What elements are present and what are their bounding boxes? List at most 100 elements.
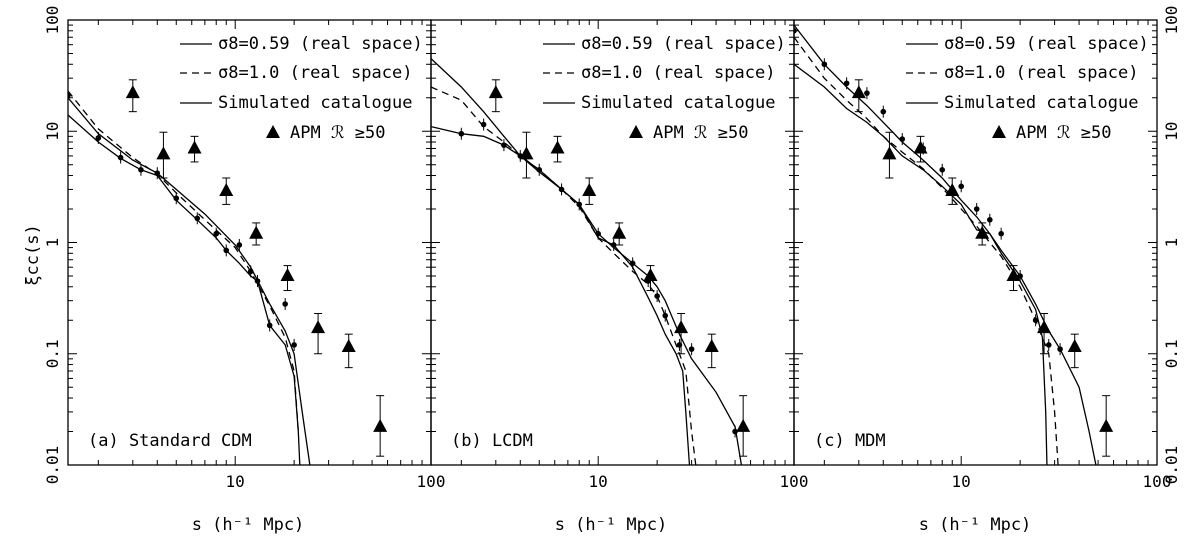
series-line-sigma059: [431, 58, 743, 465]
data-point: [213, 230, 220, 237]
apm-triangle: [674, 320, 689, 334]
legend-label-0: σ8=0.59 (real space): [944, 34, 1149, 54]
x-tick-label: 100: [417, 472, 446, 491]
data-point: [958, 183, 964, 190]
data-point: [864, 90, 870, 96]
x-tick-label: 100: [1143, 472, 1172, 491]
data-point: [117, 154, 124, 161]
data-point: [68, 92, 71, 99]
legend-label-1: σ8=1.0 (real space): [944, 63, 1138, 83]
apm-triangle: [156, 146, 171, 160]
data-point: [880, 108, 887, 115]
y-tick-label-right: 0.01: [1162, 446, 1181, 485]
panel-b: 10 100 (b) LCDM σ8=0.59 (real space) σ8=1.0 …: [430, 19, 809, 491]
apm-triangle: [913, 140, 928, 154]
y-tick-label-left: 0.1: [43, 339, 62, 368]
data-point: [1057, 346, 1063, 352]
data-point: [536, 167, 543, 173]
data-point: [576, 201, 583, 208]
data-point: [254, 278, 261, 284]
legend-label-2: Simulated catalogue: [581, 93, 775, 113]
data-point: [223, 247, 230, 254]
apm-triangle: [975, 225, 990, 239]
legend-label-1: σ8=1.0 (real space): [581, 63, 775, 83]
data-point: [998, 230, 1004, 237]
apm-triangle: [219, 183, 234, 197]
y-tick-label-right: 0.1: [1162, 339, 1181, 368]
data-point: [794, 27, 797, 34]
data-point: [154, 170, 161, 176]
data-point: [732, 428, 738, 435]
apm-triangle: [704, 338, 719, 352]
apm-triangle: [1006, 267, 1021, 281]
data-point: [939, 167, 946, 173]
y-tick-label-right: 10: [1162, 122, 1181, 141]
x-tick-label: 100: [780, 472, 809, 491]
apm-triangle: [187, 140, 202, 154]
data-point: [194, 215, 201, 222]
y-tick-label-right: 100: [1162, 6, 1181, 35]
legend-swatch-apm: [266, 125, 280, 138]
data-point: [688, 346, 695, 352]
apm-triangle: [550, 140, 565, 154]
data-point: [95, 135, 102, 141]
apm-triangle: [249, 225, 264, 239]
data-point: [480, 121, 487, 128]
apm-triangle: [373, 418, 388, 432]
data-point: [1032, 317, 1039, 324]
legend-label-0: σ8=0.59 (real space): [581, 34, 786, 54]
y-tick-label-left: 0.01: [43, 446, 62, 485]
series-line-sigma10: [68, 90, 299, 432]
series-line-sigma10: [431, 86, 697, 465]
data-point: [247, 268, 254, 275]
apm-triangle: [125, 85, 140, 99]
data-point: [987, 216, 993, 223]
x-axis-title-c: s (h⁻¹ Mpc): [919, 515, 1032, 535]
legend-swatch-apm: [629, 125, 643, 138]
data-point: [282, 301, 288, 307]
panel-label-c: (c) MDM: [814, 431, 886, 451]
apm-triangle: [1099, 418, 1114, 432]
apm-triangle: [612, 225, 627, 239]
apm-triangle: [945, 183, 960, 197]
panel-data-b: [431, 58, 751, 465]
legend-label-apm: APM ℛ ≥50: [653, 123, 748, 143]
legend-label-1: σ8=1.0 (real space): [218, 63, 412, 83]
legend-label-2: Simulated catalogue: [218, 93, 412, 113]
legend-label-apm: APM ℛ ≥50: [1016, 123, 1111, 143]
y-tick-label-left: 100: [43, 6, 62, 35]
apm-triangle: [643, 267, 658, 281]
apm-triangle: [488, 85, 503, 99]
data-point: [1045, 342, 1052, 348]
data-point: [973, 206, 980, 212]
apm-triangle: [736, 418, 751, 432]
panel-data-a: [68, 79, 388, 465]
apm-triangle: [1037, 320, 1052, 334]
apm-triangle: [341, 338, 356, 352]
data-point: [558, 186, 565, 193]
apm-triangle: [280, 267, 295, 281]
y-tick-label-left: 10: [43, 122, 62, 141]
panel-label-b: (b) LCDM: [451, 431, 533, 451]
series-line-sigma059: [68, 97, 311, 465]
apm-triangle: [1067, 338, 1082, 352]
data-point: [821, 61, 828, 68]
panel-data-c: [794, 24, 1114, 465]
apm-triangle: [311, 320, 326, 334]
apm-triangle: [851, 85, 866, 99]
data-point: [138, 167, 144, 173]
data-point: [458, 130, 465, 137]
data-point: [266, 322, 273, 329]
apm-triangle: [519, 146, 534, 160]
data-point: [843, 80, 850, 87]
legend-swatch-apm: [992, 125, 1006, 138]
data-point: [629, 260, 636, 267]
data-point: [899, 136, 906, 142]
data-point: [595, 230, 601, 237]
data-point: [662, 312, 669, 319]
panel-a: 10 100 0.01 0.1 1 10 100 (a) Standard CDM σ8=0.5…: [43, 6, 445, 491]
data-point: [173, 195, 180, 202]
